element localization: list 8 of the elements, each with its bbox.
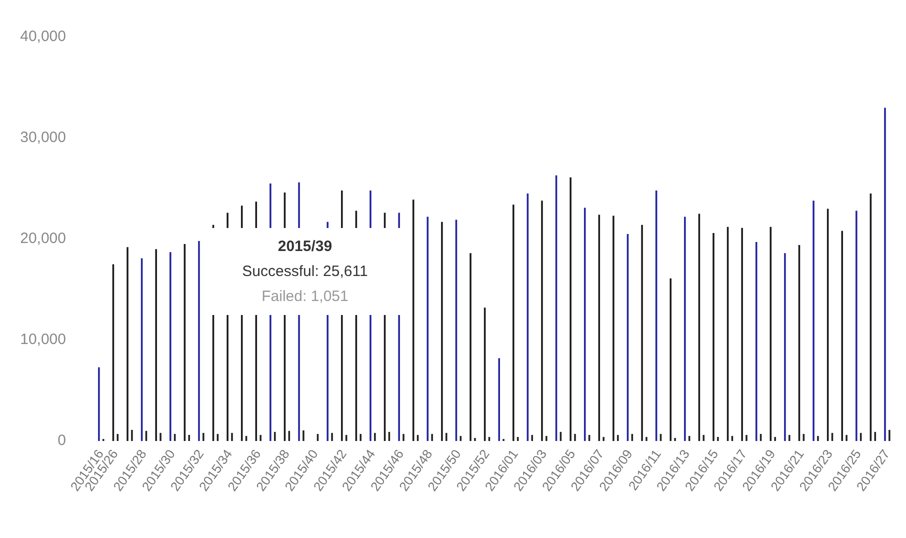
annotation: Successful: 25,611 [241, 262, 369, 282]
y-tick-label: 40,000 [20, 28, 66, 46]
y-tick-label: 0 [58, 432, 66, 450]
annotation: Failed: 1,051 [260, 287, 350, 307]
y-tick-label: 10,000 [20, 331, 66, 348]
y-tick-label: 30,000 [20, 129, 66, 146]
y-tick-label: 20,000 [20, 230, 66, 248]
annotation: 2015/39 [276, 237, 334, 257]
